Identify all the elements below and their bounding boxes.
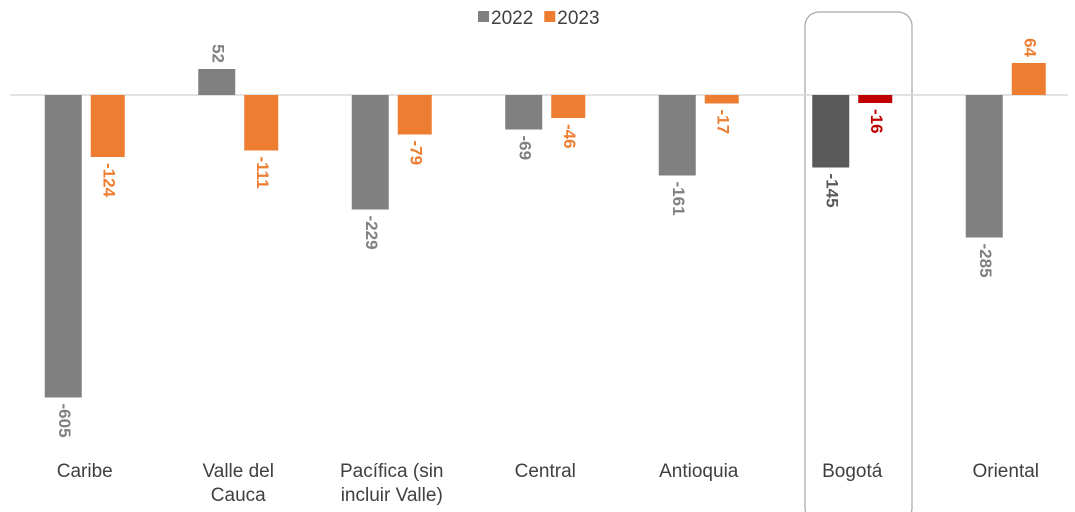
data-label: -111: [253, 157, 272, 189]
bar: [704, 95, 739, 104]
legend-swatch: [478, 11, 489, 22]
bar: [244, 95, 279, 151]
x-tick-label: Caribe: [56, 461, 113, 482]
x-tick-label: Antioquia: [659, 461, 739, 482]
x-tick-label: Oriental: [972, 461, 1040, 482]
data-label: -161: [669, 182, 688, 216]
legend-swatch: [544, 11, 556, 22]
data-label: -46: [560, 124, 579, 149]
bar: [858, 95, 893, 103]
data-label: -229: [362, 216, 381, 250]
data-label: -16: [867, 109, 886, 134]
data-label: -285: [976, 244, 995, 278]
x-tick-label: Pacífica (sin incluir Valle): [340, 461, 444, 506]
highlight-box: [804, 11, 913, 512]
bar: [505, 95, 543, 130]
x-tick-label: Bogotá: [822, 461, 883, 482]
data-label: -145: [822, 174, 841, 208]
data-label: -605: [55, 404, 74, 438]
bar: [658, 95, 696, 176]
bar: [397, 95, 432, 135]
data-label: 52: [208, 44, 227, 63]
bar: [812, 95, 850, 168]
legend-label: 2023: [557, 8, 599, 29]
data-label: -79: [406, 141, 425, 166]
x-tick-label: Central: [514, 461, 576, 482]
bar: [1011, 63, 1046, 95]
data-label: -69: [515, 136, 534, 161]
bar: [90, 95, 125, 157]
bar: [965, 95, 1003, 238]
legend-label: 2022: [491, 8, 533, 29]
bar: [551, 95, 586, 118]
data-label: 64: [1020, 38, 1039, 57]
bar: [351, 95, 389, 210]
bar: [198, 69, 236, 95]
x-tick-label: Valle del Cauca: [202, 461, 274, 506]
bar: [44, 95, 82, 398]
data-label: -124: [99, 163, 118, 198]
data-label: -17: [713, 110, 732, 135]
